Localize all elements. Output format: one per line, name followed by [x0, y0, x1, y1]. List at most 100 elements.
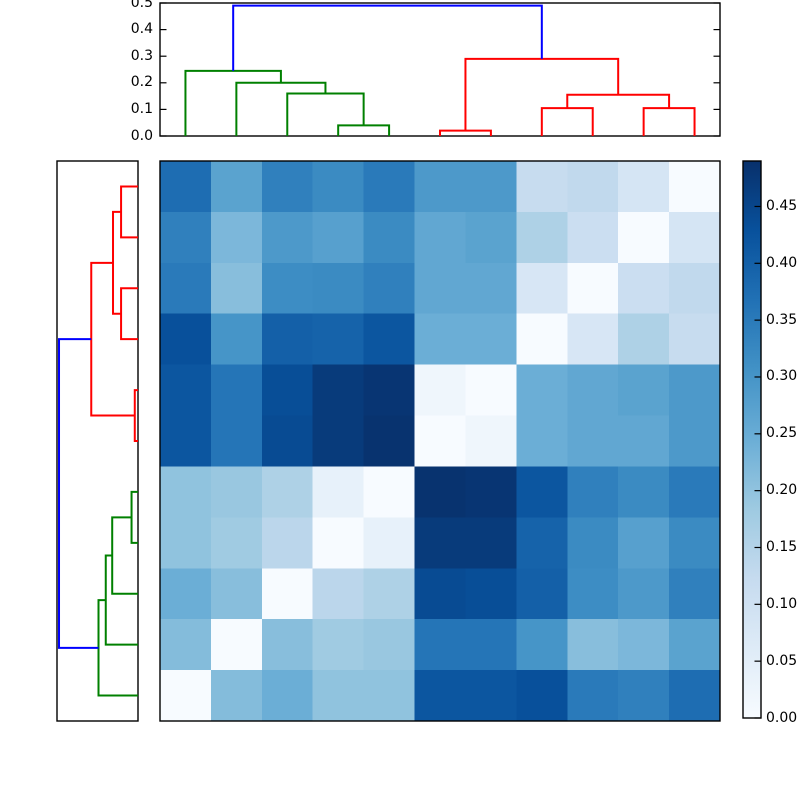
heatmap-cell [414, 618, 466, 671]
heatmap-cell [363, 211, 416, 263]
colorbar-gradient [742, 161, 761, 718]
heatmap-cell [210, 516, 263, 569]
heatmap-cell [160, 364, 212, 416]
heatmap-cell [261, 516, 314, 569]
heatmap-cell [312, 567, 365, 620]
heatmap-cell [363, 313, 416, 365]
dendrogram-link [58, 337, 99, 649]
heatmap-cell [363, 160, 416, 212]
heatmap-cell [669, 618, 721, 671]
heatmap-cell [567, 516, 619, 569]
heatmap-cell [516, 618, 568, 671]
heatmap-cell [618, 313, 670, 365]
dendrogram-link [439, 129, 492, 136]
heatmap-cell [516, 516, 568, 569]
colorbar-tick-label: 0.20 [766, 482, 798, 499]
colorbar-tick-label: 0.35 [766, 311, 798, 328]
heatmap-cell [312, 160, 365, 212]
heatmap-cell [312, 211, 365, 263]
heatmap-cell [516, 465, 568, 518]
heatmap-cell [465, 567, 517, 620]
dendrogram-link [120, 184, 138, 238]
heatmap-cell [312, 618, 365, 671]
dendrogram-link [232, 4, 543, 71]
heatmap-cell [160, 516, 212, 569]
heatmap-cell [160, 669, 212, 721]
heatmap-cell [567, 313, 619, 365]
dendrogram-link [337, 124, 391, 136]
heatmap-cell [210, 262, 263, 314]
heatmap-cell [669, 364, 721, 416]
heatmap-cell [618, 567, 670, 620]
heatmap-cell [516, 415, 568, 467]
y-axis-tick-label: 0.4 [130, 21, 153, 38]
y-axis-tick-label: 0.5 [130, 0, 153, 11]
heatmap-cell [312, 364, 365, 416]
heatmap-cell [618, 465, 670, 518]
heatmap-cell [210, 211, 263, 263]
heatmap-cell [210, 160, 263, 212]
dendrogram-link [130, 490, 138, 544]
heatmap-cell [160, 415, 212, 467]
colorbar-tick-label: 0.45 [766, 197, 798, 214]
heatmap-cell [414, 262, 466, 314]
heatmap-cell [669, 669, 721, 721]
heatmap-cell [363, 618, 416, 671]
heatmap-cell [210, 415, 263, 467]
heatmap-cell [261, 160, 314, 212]
y-axis-tick-label: 0.0 [130, 127, 153, 144]
colorbar-tick-label: 0.25 [766, 425, 798, 442]
heatmap-cell [618, 364, 670, 416]
heatmap-cell [261, 618, 314, 671]
colorbar-tick-label: 0.05 [766, 652, 798, 669]
heatmap-cell [618, 669, 670, 721]
heatmap-cell [160, 618, 212, 671]
heatmap-cell [312, 262, 365, 314]
heatmap-cell [516, 364, 568, 416]
heatmap-cell [363, 364, 416, 416]
distance-matrix-heatmap [159, 159, 721, 722]
heatmap-cell [261, 415, 314, 467]
heatmap-cell [516, 313, 568, 365]
heatmap-cell [363, 415, 416, 467]
dendrogram-link [642, 107, 696, 136]
heatmap-cell [618, 618, 670, 671]
heatmap-cell [414, 465, 466, 518]
heatmap-cell [669, 516, 721, 569]
heatmap-cell [261, 313, 314, 365]
heatmap-cell [312, 669, 365, 721]
heatmap-cell [465, 262, 517, 314]
heatmap-cell [465, 516, 517, 569]
heatmap-cell [210, 567, 263, 620]
heatmap-cell [414, 364, 466, 416]
heatmap-cell [567, 160, 619, 212]
heatmap-cell [312, 465, 365, 518]
heatmap-cell [516, 567, 568, 620]
heatmap-cell [414, 516, 466, 569]
colorbar-border [741, 160, 762, 719]
heatmap-cell [465, 465, 517, 518]
top-dendrogram-panel [159, 2, 721, 137]
heatmap-cell [465, 211, 517, 263]
colorbar [741, 160, 762, 719]
heatmap-cell [210, 364, 263, 416]
heatmap-cell [312, 415, 365, 467]
heatmap-cell [618, 160, 670, 212]
dendrogram-link [540, 107, 594, 136]
heatmap-cell [567, 567, 619, 620]
dendrogram-link [184, 69, 282, 136]
heatmap-cell [414, 567, 466, 620]
heatmap-cell [210, 618, 263, 671]
heatmap-cell [160, 160, 212, 212]
heatmap-cell [516, 669, 568, 721]
heatmap-border [159, 159, 721, 722]
heatmap-cell [261, 364, 314, 416]
heatmap-cell [312, 313, 365, 365]
heatmap-cell [465, 313, 517, 365]
heatmap-cell [669, 211, 721, 263]
heatmap-cell [363, 516, 416, 569]
heatmap-cell [669, 160, 721, 212]
heatmap-cell [160, 313, 212, 365]
heatmap-cell [618, 262, 670, 314]
